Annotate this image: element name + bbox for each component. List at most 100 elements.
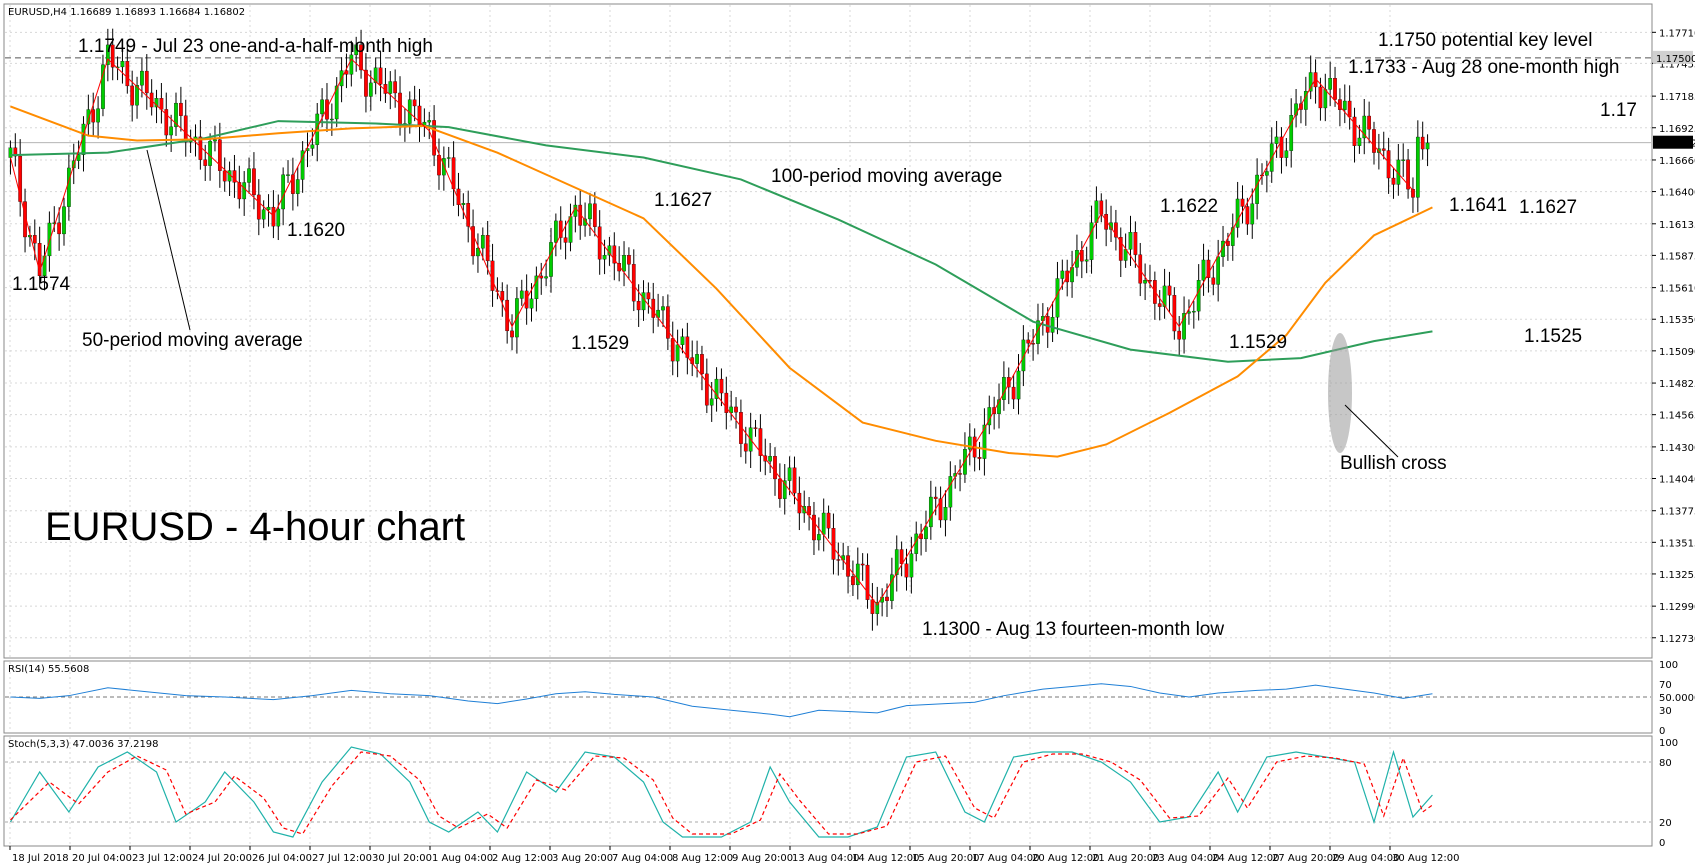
candle-body [1347,100,1352,118]
candle-body [680,336,685,345]
candle-body [904,563,909,578]
candle-body [1362,115,1367,139]
annotation-label: 1.1529 [571,333,629,354]
candle-body [222,170,227,182]
candle-body [417,105,422,127]
candle-body [1060,270,1065,279]
candle-body [729,406,734,413]
candle-body [315,113,320,145]
candle-body [743,443,748,452]
candle-body [325,99,329,120]
candle-body [1420,136,1425,150]
candle-body [76,154,81,161]
x-tick-label: 26 Jul 04:00 [252,853,312,864]
main-panel-frame [3,3,1653,659]
y-tick-label: 1.17455 [1659,59,1695,70]
candle-body [427,120,432,123]
candle-body [412,99,417,107]
candle-body [349,54,354,75]
x-tick-label: 8 Aug 12:00 [672,853,733,864]
annotations: 1.1749 - Jul 23 one-and-a-half-month hig… [12,30,1637,640]
rsi-line [10,683,1433,718]
candle-body [1114,222,1118,238]
candle-body [836,559,841,561]
candle-body [1381,148,1386,151]
moving-averages [10,105,1433,458]
candle-body [1294,103,1298,116]
candle-body [67,167,71,207]
candle-body [958,473,962,475]
candle-body [1415,136,1420,198]
stoch-panel-frame [3,735,1653,847]
candle-body [305,148,310,151]
candle-body [563,237,568,243]
annotation-label: 50-period moving average [82,330,303,351]
stoch-tick-label: 20 [1659,818,1672,829]
annotation-label: 1.1750 potential key level [1378,30,1592,51]
candle-body [261,209,266,220]
candle-body [329,118,334,121]
candle-body [670,338,675,362]
candle-body [169,126,173,136]
candle-body [466,203,471,227]
candle-body [914,533,919,554]
candle-body [885,596,889,601]
rsi-tick-label: 50.0000 [1659,693,1695,704]
rsi-tick-label: 70 [1659,680,1672,691]
ma50-line [10,105,1433,458]
stoch-tick-label: 0 [1659,838,1665,849]
x-tick-label: 20 Jul 04:00 [72,853,132,864]
x-tick-label: 30 Aug 12:00 [1392,853,1459,864]
y-tick-label: 1.15610 [1659,284,1695,295]
candle-body [23,201,27,238]
candle-body [977,457,982,459]
candle-body [242,182,247,200]
y-tick-label: 1.16925 [1659,124,1695,135]
candle-body [1391,177,1396,185]
annotation-label: 1.1300 - Aug 13 fourteen-month low [922,619,1224,640]
y-tick-label: 1.16400 [1659,188,1695,199]
candle-body [1084,259,1089,262]
candle-body [510,330,514,338]
candle-body [1182,313,1186,340]
symbol-header: EURUSD,H4 1.16689 1.16893 1.16684 1.1680… [8,7,245,18]
candle-body [368,82,373,97]
candle-body [821,512,826,535]
current-price-tag-bg [1653,135,1693,149]
candle-body [13,147,18,157]
candle-body [782,480,787,499]
candle-body [909,553,914,578]
candle-body [105,44,110,65]
candle-body [938,498,943,521]
candle-body [967,436,972,450]
y-tick-label: 1.17710 [1659,28,1695,39]
annotation-label: 1.1622 [1160,196,1218,217]
candle-body [1240,198,1245,207]
candle-body [1050,317,1055,333]
bullish-cross-marker [1328,333,1352,453]
x-tick-label: 13 Aug 04:00 [792,853,859,864]
candle-body [636,300,641,311]
candle-body [894,549,899,575]
stoch-tick-label: 100 [1659,738,1678,749]
candle-body [816,534,821,541]
candle-body [719,378,724,394]
candle-body [154,98,159,108]
y-tick-label: 1.15350 [1659,315,1695,326]
y-tick-label: 1.14565 [1659,411,1695,422]
candle-body [529,298,534,309]
candle-body [300,150,305,180]
candle-body [47,222,52,257]
candle-body [1299,103,1303,110]
rsi-indicator: 100 70 50.0000 30 0 [5,660,1695,737]
annotation-label: 1.1574 [12,274,71,295]
candle-body [183,115,188,143]
candle-body [110,44,115,68]
candle-body [646,292,651,300]
candle-body [393,81,398,94]
candle-body [704,373,709,406]
candle-body [1026,339,1031,344]
candle-body [768,456,772,462]
candle-body [1255,174,1259,204]
candle-body [734,406,738,413]
